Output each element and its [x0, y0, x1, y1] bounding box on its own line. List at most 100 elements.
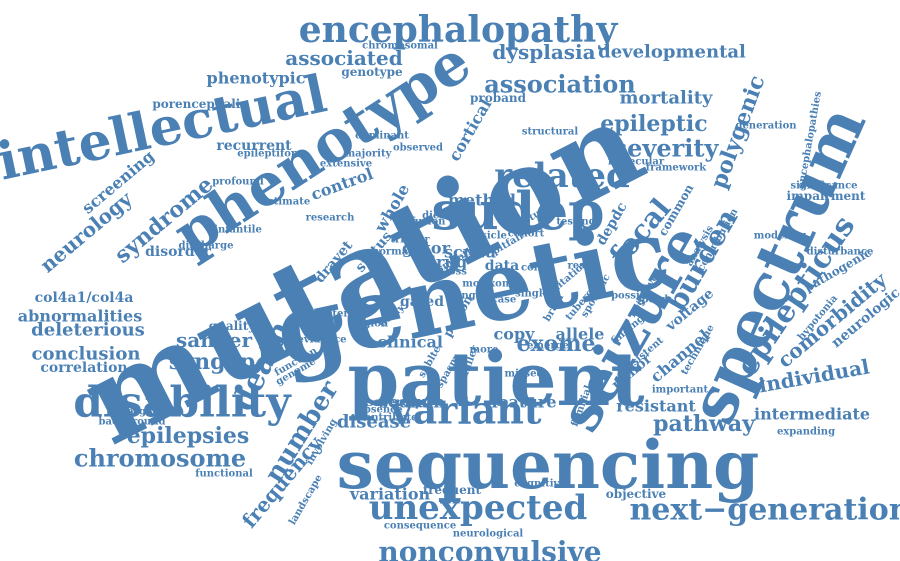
cloud-word-disability: disability: [73, 378, 292, 427]
cloud-word-ring: ring: [452, 291, 475, 302]
cloud-word-disorder: disorder: [145, 244, 211, 260]
cloud-word-possible: possible: [611, 291, 657, 302]
cloud-word-cognitive: cognitive: [514, 479, 565, 490]
cloud-word-quality: quality: [209, 319, 257, 333]
cloud-word-severity: severity: [614, 134, 720, 163]
cloud-word-sodium: sodium: [379, 393, 445, 412]
cloud-word-extensive: extensive: [320, 159, 372, 170]
cloud-word-clinical: clinical: [377, 333, 443, 352]
cloud-word-chromosomal: chromosomal: [362, 41, 438, 52]
cloud-word-exon: exon: [483, 279, 510, 290]
cloud-word-unexpected: unexpected: [369, 488, 588, 528]
cloud-word-infantile: infantile: [214, 225, 262, 236]
cloud-word-region: region: [352, 319, 389, 330]
cloud-word-important: important: [652, 385, 709, 396]
cloud-word-polygenic: polygenic: [706, 72, 771, 192]
cloud-word-single: single: [515, 289, 549, 300]
cloud-word-method: method: [448, 191, 516, 210]
cloud-word-observed: observed: [393, 143, 443, 154]
cloud-word-nonconvulsive: nonconvulsive: [378, 536, 601, 561]
cloud-word-profound: profound: [212, 177, 263, 188]
cloud-word-association: association: [484, 70, 636, 99]
cloud-word-mortality: mortality: [620, 88, 714, 109]
cloud-word-rare: rare: [424, 269, 447, 280]
cloud-word-next-generation: next−generation: [629, 493, 900, 528]
cloud-word-epileptic: epileptic: [600, 111, 707, 137]
cloud-word-molecular: molecular: [608, 157, 665, 168]
cloud-word-case: case: [492, 295, 517, 306]
cloud-word-consequence: consequence: [384, 521, 456, 532]
cloud-word-framework: framework: [646, 163, 708, 174]
cloud-word-emerge: emerge: [527, 341, 569, 352]
cloud-word-pathway: pathway: [653, 411, 756, 437]
cloud-word-disease: disease: [337, 412, 411, 433]
cloud-word-sudep: sudep: [432, 182, 605, 243]
cloud-word-parg237trp: parg237trp: [120, 407, 184, 418]
cloud-word-genotype: genotype: [341, 65, 403, 79]
cloud-word-exome: exome: [516, 331, 595, 357]
cloud-word-trigger: trigger: [390, 235, 430, 246]
cloud-word-porencephalic: porencephalic: [152, 97, 247, 111]
cloud-word-developmental: developmental: [598, 42, 746, 63]
cloud-word-fusion: fusion: [411, 217, 447, 228]
cloud-word-related: related: [494, 156, 630, 196]
cloud-word-frequent: frequent: [423, 483, 482, 497]
cloud-word-deleterious: deleterious: [31, 320, 145, 341]
cloud-word-resistant: resistant: [616, 397, 696, 416]
cloud-word-dieker: dieker: [422, 211, 458, 222]
cloud-word-intermediate: intermediate: [754, 405, 870, 424]
cloud-word-scn1a: scn1a: [444, 243, 496, 262]
cloud-word-sanger: sanger: [176, 328, 252, 352]
cloud-word-estimate: estimate: [262, 197, 310, 208]
cloud-word-loss: loss: [445, 267, 467, 278]
cloud-word-copy: copy: [494, 325, 536, 344]
cloud-word-cohort: cohort: [508, 229, 545, 240]
cloud-word-objective: objective: [606, 487, 667, 501]
cloud-word-impairment: impairment: [787, 189, 866, 203]
cloud-word-speed: speed: [636, 295, 668, 306]
cloud-word-contribute: contribute: [359, 413, 418, 424]
cloud-word-feature: feature: [491, 393, 556, 412]
cloud-word-significance: significance: [790, 181, 857, 192]
cloud-word-result: result: [568, 261, 601, 272]
cloud-word-gated: gated: [400, 294, 444, 310]
cloud-word-data: data: [485, 258, 519, 274]
cloud-word-abnormalities: abnormalities: [18, 307, 142, 326]
cloud-word-protein: protein: [314, 309, 356, 320]
cloud-word-generation: generation: [735, 121, 797, 132]
cloud-word-missed: missed: [505, 369, 544, 380]
cloud-word-background: background: [99, 417, 166, 428]
cloud-word-epilepsies: epilepsies: [127, 423, 250, 449]
cloud-word-variant: variant: [390, 388, 542, 433]
cloud-word-drug: drug: [425, 253, 467, 272]
cloud-word-severe: severe: [367, 395, 410, 409]
cloud-word-correlation: correlation: [40, 360, 127, 376]
cloud-word-conclusion: conclusion: [31, 344, 140, 365]
cloud-word-encephalopathy: encephalopathy: [299, 9, 619, 51]
cloud-word-gator: gator: [402, 239, 451, 258]
cloud-word-chromosome: chromosome: [74, 444, 246, 473]
cloud-word-associated: associated: [285, 46, 403, 70]
cloud-word-epileptiform: epileptiform: [237, 149, 307, 160]
cloud-word-syngap: syngap: [169, 349, 255, 375]
cloud-word-research: research: [306, 213, 355, 224]
cloud-word-more: more: [470, 345, 499, 356]
cloud-word-majority: majority: [345, 149, 393, 160]
cloud-word-dysplasia: dysplasia: [492, 40, 595, 64]
cloud-word-col4a: col4a: [521, 263, 552, 274]
cloud-word-sequencing: sequencing: [337, 426, 760, 504]
cloud-word-modeling: modeling: [754, 231, 806, 242]
cloud-word-variation: variation: [349, 485, 431, 504]
cloud-word-allele: allele: [556, 325, 605, 344]
cloud-word-col4a1-col4a: col4a1/col4a: [35, 290, 134, 306]
cloud-word-testing: testing: [556, 217, 595, 228]
cloud-word-patient: patient: [347, 337, 644, 423]
cloud-word-expanding: expanding: [777, 427, 835, 438]
cloud-word-recurrent: recurrent: [216, 138, 292, 154]
cloud-word-structural: structural: [522, 127, 579, 138]
cloud-word-proband: proband: [470, 91, 527, 105]
cloud-word-normal: normal: [372, 247, 412, 258]
cloud-word-evidence: evidence: [297, 335, 346, 346]
